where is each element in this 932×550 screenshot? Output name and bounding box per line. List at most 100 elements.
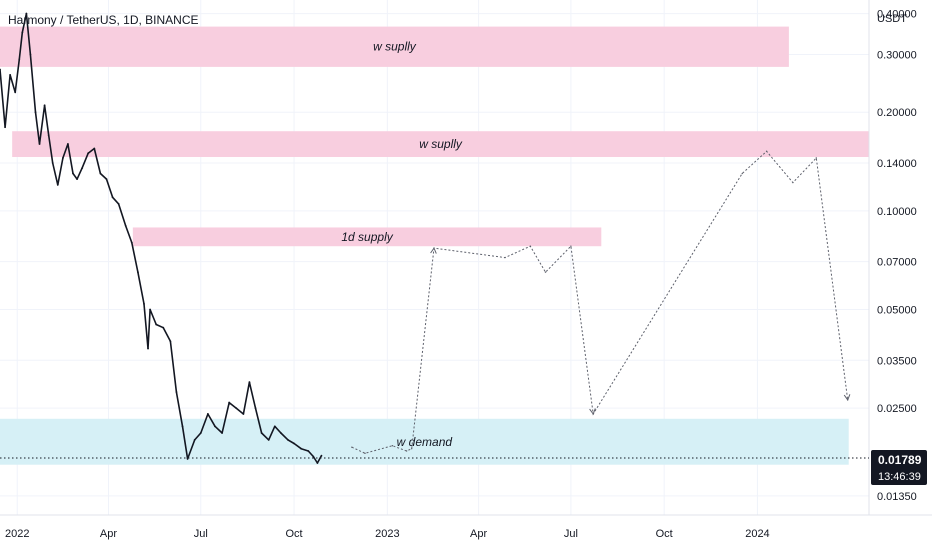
price-point bbox=[130, 241, 133, 244]
projection-point bbox=[792, 181, 794, 184]
zone-label: w demand bbox=[397, 435, 453, 449]
price-point bbox=[105, 178, 108, 181]
price-tick-label: 0.01350 bbox=[877, 491, 917, 503]
price-point bbox=[260, 432, 263, 434]
current-price-value: 0.01789 bbox=[878, 453, 922, 467]
price-point bbox=[147, 347, 149, 350]
price-point bbox=[267, 439, 270, 441]
price-point bbox=[137, 271, 139, 274]
projection-arrowhead bbox=[589, 408, 596, 416]
price-point bbox=[162, 326, 165, 329]
price-point bbox=[254, 407, 257, 410]
price-point bbox=[76, 178, 78, 181]
price-point bbox=[9, 73, 12, 76]
price-tick-label: 0.20000 bbox=[877, 107, 917, 119]
zone-box[interactable] bbox=[0, 26, 789, 67]
projection-point bbox=[570, 245, 572, 247]
price-point bbox=[181, 425, 184, 428]
price-point bbox=[293, 442, 295, 445]
price-point bbox=[175, 391, 178, 393]
price-tick-label: 0.14000 bbox=[877, 158, 917, 170]
zone-box[interactable] bbox=[12, 131, 869, 157]
time-tick-label: Apr bbox=[470, 528, 487, 540]
price-point bbox=[320, 454, 323, 457]
price-point bbox=[300, 447, 303, 450]
price-point bbox=[56, 184, 59, 186]
price-point bbox=[4, 126, 6, 129]
price-point bbox=[0, 68, 1, 71]
price-tick-label: 0.40000 bbox=[877, 9, 917, 21]
price-point bbox=[242, 413, 245, 415]
price-point bbox=[221, 432, 223, 434]
time-tick-label: Jul bbox=[194, 528, 208, 540]
price-point bbox=[47, 134, 50, 137]
price-point bbox=[307, 450, 310, 452]
price-point bbox=[117, 203, 120, 205]
price-point bbox=[279, 432, 282, 434]
price-point bbox=[214, 425, 216, 428]
time-tick-label: Oct bbox=[285, 528, 302, 540]
bar-countdown: 13:46:39 bbox=[878, 471, 921, 483]
price-point bbox=[316, 462, 319, 464]
price-point bbox=[155, 323, 158, 326]
price-tick-label: 0.07000 bbox=[877, 257, 917, 269]
time-tick-label: 2024 bbox=[745, 528, 769, 540]
zone-box[interactable] bbox=[132, 227, 602, 247]
projection-point bbox=[364, 452, 366, 455]
price-point bbox=[93, 147, 96, 150]
zone-box[interactable] bbox=[0, 418, 849, 465]
price-point bbox=[206, 413, 209, 415]
projection-point bbox=[741, 172, 743, 175]
price-point bbox=[34, 111, 37, 114]
price-point bbox=[38, 143, 41, 145]
price-tick-label: 0.02500 bbox=[877, 403, 917, 415]
price-point bbox=[193, 439, 196, 441]
price-point bbox=[14, 91, 17, 94]
price-point bbox=[199, 432, 202, 434]
zone-label: 1d supply bbox=[341, 230, 393, 244]
price-point bbox=[169, 340, 172, 343]
price-point bbox=[72, 172, 74, 175]
projection-point bbox=[405, 450, 408, 452]
price-point bbox=[273, 425, 276, 428]
price-point bbox=[61, 157, 64, 159]
price-point bbox=[51, 162, 54, 164]
zones: w suplly w suplly 1d supply w demand bbox=[0, 26, 869, 465]
time-tick-label: Jul bbox=[564, 528, 578, 540]
price-point bbox=[25, 12, 28, 15]
chart-title: Harmony / TetherUS, 1D, BINANCE bbox=[8, 13, 199, 27]
projection-point bbox=[410, 448, 413, 450]
projection-point bbox=[765, 150, 768, 152]
projection-arrowhead bbox=[430, 247, 437, 254]
zone-label: w suplly bbox=[373, 40, 417, 54]
time-tick-label: 2022 bbox=[5, 528, 29, 540]
current-price-badge bbox=[871, 450, 927, 485]
projection-path bbox=[351, 150, 849, 454]
price-axis[interactable]: USDT 0.40000 0.30000 0.20000 0.14000 0.10000… bbox=[0, 0, 927, 515]
price-point bbox=[248, 381, 251, 384]
price-point bbox=[67, 143, 69, 145]
projection-point bbox=[815, 157, 817, 159]
price-point bbox=[111, 196, 114, 199]
time-axis[interactable]: 2022 Apr Jul Oct 2023 Apr Jul Oct 2024 bbox=[0, 514, 932, 540]
price-point bbox=[312, 455, 315, 458]
price-axis-unit: USDT bbox=[877, 13, 907, 25]
price-tick-label: 0.30000 bbox=[877, 50, 917, 62]
price-point bbox=[29, 53, 32, 56]
time-tick-label: Apr bbox=[100, 528, 117, 540]
price-series-line bbox=[0, 12, 323, 464]
price-point bbox=[18, 58, 21, 61]
price-point bbox=[99, 172, 102, 175]
price-point bbox=[21, 31, 24, 34]
price-tick-label: 0.10000 bbox=[877, 206, 917, 218]
price-point bbox=[124, 224, 127, 227]
projection-point bbox=[351, 446, 353, 448]
price-tick-label: 0.05000 bbox=[877, 305, 917, 317]
price-point bbox=[287, 439, 289, 441]
price-point bbox=[235, 407, 238, 410]
price-point bbox=[87, 152, 90, 155]
projection-point bbox=[391, 445, 394, 447]
price-point bbox=[228, 401, 231, 404]
projection-point bbox=[504, 256, 506, 259]
